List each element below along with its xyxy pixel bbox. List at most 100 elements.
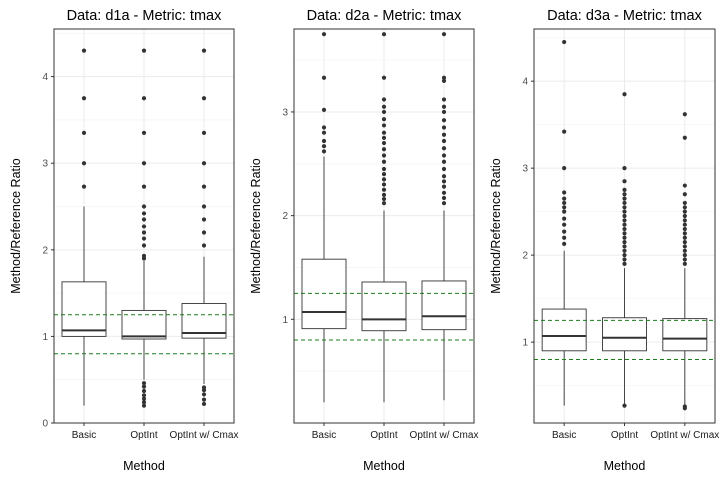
outlier-point <box>441 138 447 144</box>
outlier-point <box>321 144 327 149</box>
outlier-point <box>201 184 207 189</box>
outlier-point <box>141 204 147 209</box>
outlier-point <box>562 209 567 214</box>
outlier-point <box>141 381 147 386</box>
outlier-point <box>562 166 567 171</box>
outlier-point <box>141 96 147 101</box>
outlier-point <box>321 149 327 154</box>
outlier-point <box>381 192 387 197</box>
box-iqr <box>61 281 107 337</box>
x-tick-label: OptInt <box>130 430 157 441</box>
y-tick-label: 2 <box>42 245 48 256</box>
outlier-point <box>682 112 687 117</box>
y-axis-label: Method/Reference Ratio <box>489 158 503 294</box>
outlier-point <box>682 257 687 262</box>
box-1 <box>541 39 587 406</box>
outlier-point <box>81 96 87 101</box>
y-tick-label: 0 <box>42 419 48 430</box>
outlier-point <box>622 200 627 206</box>
box-1 <box>61 48 107 406</box>
outlier-point <box>141 388 147 394</box>
outlier-point <box>441 159 447 164</box>
outlier-point <box>381 159 387 164</box>
outlier-point <box>141 236 147 241</box>
outlier-point <box>441 195 447 201</box>
y-tick-label: 4 <box>42 72 48 83</box>
outlier-point <box>682 248 687 253</box>
outlier-point <box>622 403 627 408</box>
outlier-point <box>441 174 447 179</box>
outlier-point <box>201 397 207 402</box>
outlier-point <box>441 184 447 189</box>
outlier-point <box>562 196 567 201</box>
outlier-point <box>441 125 447 130</box>
panel-1: 0 1 2 3 4 Basic OptInt OptInt w/ Cmax Data: d1a … <box>9 8 238 473</box>
outlier-point <box>141 393 147 398</box>
outlier-point <box>81 48 87 53</box>
outlier-point <box>381 109 387 115</box>
y-tick-label: 3 <box>42 159 48 170</box>
box-iqr <box>602 317 647 352</box>
x-axis-label: Method <box>604 459 646 473</box>
outlier-point <box>562 216 567 221</box>
outlier-point <box>622 257 627 262</box>
box-3 <box>662 112 708 411</box>
panel-3: 1 2 3 4 Basic OptInt OptInt w/ Cmax Data: d3a -… <box>489 8 719 473</box>
outlier-point <box>622 196 627 201</box>
outlier-point <box>622 92 627 97</box>
outlier-point <box>562 129 567 134</box>
panel-title: Data: d3a - Metric: tmax <box>547 8 702 24</box>
outlier-point <box>141 211 147 216</box>
outlier-point <box>141 184 147 189</box>
box-iqr <box>541 308 587 352</box>
outlier-point <box>682 213 687 219</box>
y-tick-label: 2 <box>282 211 288 222</box>
outlier-point <box>622 226 627 232</box>
outlier-point <box>441 118 447 123</box>
x-tick-label: OptInt w/ Cmax <box>410 430 479 441</box>
box-iqr <box>421 280 467 331</box>
outlier-point <box>441 153 447 158</box>
outlier-point <box>381 32 387 37</box>
outlier-point <box>381 147 387 152</box>
outlier-point <box>682 192 687 197</box>
outlier-point <box>141 230 147 235</box>
outlier-point <box>682 183 687 188</box>
outlier-point <box>682 200 687 206</box>
y-tick-label: 2 <box>522 251 528 262</box>
box-1 <box>301 32 347 403</box>
outlier-point <box>622 205 627 210</box>
y-tick-label: 1 <box>522 338 528 349</box>
outlier-point <box>441 109 447 115</box>
outlier-point <box>441 201 447 206</box>
outlier-point <box>562 235 567 240</box>
outlier-point <box>622 244 627 249</box>
outlier-point <box>201 161 207 166</box>
x-axis-label: Method <box>363 459 405 473</box>
outlier-point <box>622 213 627 219</box>
x-tick-label: OptInt <box>611 430 638 441</box>
outlier-point <box>381 123 387 128</box>
outlier-point <box>381 187 387 192</box>
outlier-point <box>321 75 327 80</box>
outlier-point <box>441 75 447 80</box>
y-tick-label: 3 <box>522 164 528 175</box>
outlier-point <box>682 218 687 223</box>
outlier-point <box>381 153 387 158</box>
box-2 <box>361 32 407 403</box>
outlier-point <box>381 166 387 172</box>
outlier-point <box>441 104 447 109</box>
outlier-point <box>201 48 207 53</box>
outlier-point <box>381 75 387 80</box>
outlier-point <box>682 235 687 240</box>
outlier-point <box>441 146 447 151</box>
x-tick-label: Basic <box>72 430 96 441</box>
outlier-point <box>141 130 147 136</box>
outlier-point <box>321 125 327 130</box>
outlier-point <box>321 107 327 112</box>
outlier-point <box>562 205 567 210</box>
outlier-point <box>81 184 87 189</box>
outlier-point <box>141 403 147 408</box>
outlier-point <box>682 404 687 409</box>
